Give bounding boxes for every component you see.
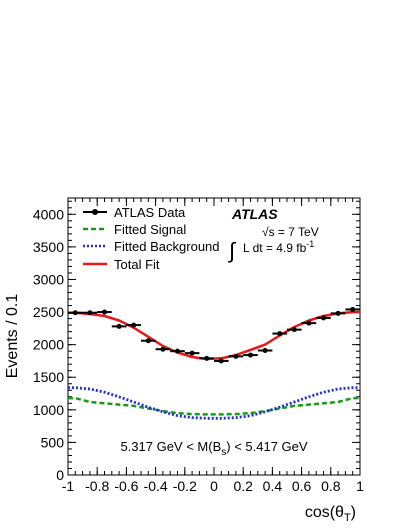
x-axis-label-close: ): [351, 504, 356, 521]
y-tick-label: 3000: [33, 271, 64, 287]
x-tick-label: 0: [210, 478, 218, 494]
data-point: [189, 350, 195, 356]
legend-item-data: ATLAS Data: [83, 205, 186, 220]
data-point: [204, 355, 210, 361]
luminosity-label: L dt = 4.9 fb-1: [243, 239, 314, 255]
y-axis-label: Events / 0.1: [4, 294, 21, 379]
data-point: [233, 353, 239, 359]
legend-label-background: Fitted Background: [114, 239, 220, 254]
data-point: [218, 358, 224, 364]
legend-marker-dot: [92, 209, 98, 215]
luminosity-text: L dt = 4.9 fb: [243, 241, 307, 255]
mass-window-prefix: 5.317 GeV < M(B: [120, 439, 221, 454]
y-tick-label: 2000: [33, 337, 64, 353]
data-point: [72, 310, 78, 316]
y-tick-label: 1500: [33, 369, 64, 385]
mass-window-suffix: ) < 5.417 GeV: [226, 439, 308, 454]
mass-window-sub: s: [221, 447, 226, 458]
x-tick-label: 1: [356, 478, 364, 494]
data-point: [87, 310, 93, 316]
x-tick-label: 0.4: [263, 478, 283, 494]
data-point: [116, 323, 122, 329]
x-tick-label: -1: [62, 478, 75, 494]
integral-symbol: ∫: [227, 238, 237, 263]
data-points: [68, 306, 360, 364]
x-axis-label: cos(θT): [305, 504, 356, 524]
x-tick-label: 0.2: [233, 478, 253, 494]
data-point: [102, 309, 107, 315]
legend-label-data: ATLAS Data: [114, 205, 186, 220]
data-point: [335, 310, 341, 316]
y-tick-label: 0: [56, 467, 64, 483]
x-tick-label: 0.8: [321, 478, 341, 494]
data-point: [145, 338, 151, 344]
data-point: [175, 348, 180, 354]
x-tick-label: -0.8: [85, 478, 109, 494]
y-tick-label: 500: [41, 434, 65, 450]
legend-item-total: Total Fit: [83, 257, 160, 272]
data-point: [291, 327, 297, 333]
x-tick-label: -0.6: [114, 478, 138, 494]
x-tick-label: -0.4: [144, 478, 168, 494]
data-point: [262, 348, 268, 354]
x-axis-label-sub: T: [344, 512, 351, 524]
y-tick-label: 3500: [33, 239, 64, 255]
atlas-label: ATLAS: [231, 206, 278, 222]
data-point: [306, 320, 312, 326]
legend-item-background: Fitted Background: [83, 239, 220, 254]
data-point: [321, 315, 326, 321]
series-fitted-signal: [68, 396, 360, 416]
series-fitted-background: [68, 386, 360, 420]
x-tick-label: 0.6: [292, 478, 312, 494]
data-point: [277, 331, 283, 337]
mass-window-label: 5.317 GeV < M(Bs) < 5.417 GeV: [120, 439, 307, 458]
legend-label-signal: Fitted Signal: [114, 222, 186, 237]
y-tick-labels: 0 500 1000 1500 2000 2500 3000 3500 4000: [33, 206, 64, 483]
y-tick-label: 2500: [33, 304, 64, 320]
data-point: [160, 346, 166, 352]
data-point: [248, 352, 253, 358]
luminosity-exponent: -1: [306, 239, 314, 249]
y-tick-label: 4000: [33, 206, 64, 222]
x-tick-labels: -1 -0.8 -0.6 -0.4 -0.2 0 0.2 0.4 0.6 0.8 1: [62, 478, 364, 494]
legend-label-total: Total Fit: [114, 257, 160, 272]
legend-item-signal: Fitted Signal: [83, 222, 186, 237]
y-tick-label: 1000: [33, 402, 64, 418]
legend: ATLAS Data Fitted Signal Fitted Backgrou…: [83, 205, 220, 272]
data-point: [350, 306, 356, 312]
data-point: [131, 322, 137, 328]
energy-label: √s = 7 TeV: [262, 225, 319, 239]
x-tick-label: -0.2: [173, 478, 197, 494]
x-axis-label-main: cos(θ: [305, 504, 344, 521]
